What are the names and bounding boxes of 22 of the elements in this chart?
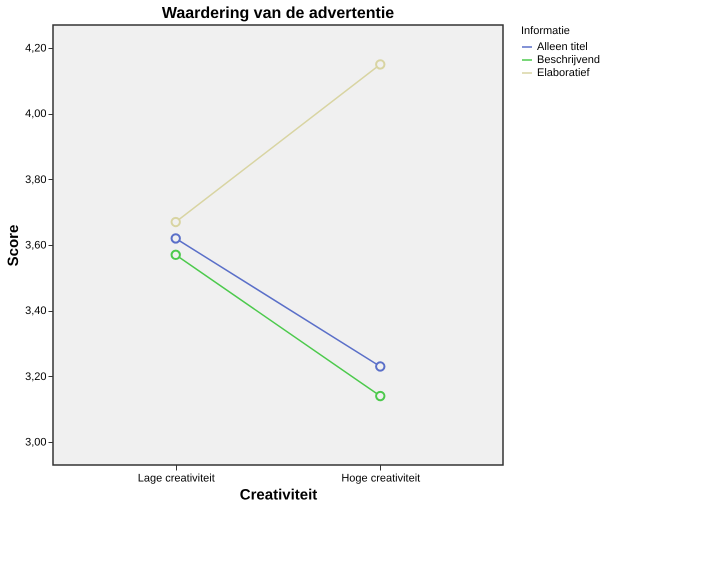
y-tick-label: 3,20 [25,370,46,383]
point [170,216,181,228]
y-tick-label: 4,20 [25,42,46,54]
legend-label: Alleen titel [537,41,588,53]
point [375,390,386,402]
point [170,250,181,260]
y-tick-label: 3,00 [25,436,46,449]
y-tick-label: 3,80 [25,174,46,186]
legend-label: Beschrijvend [537,54,600,66]
legend-title: Informatie [521,25,570,37]
x-tick-label: Hoge creativiteit [341,472,420,484]
point [170,233,181,244]
chart-title: Waardering van de advertentie [162,5,394,22]
y-tick-label: 4,00 [25,108,46,120]
legend-label: Elaboratief [537,67,591,79]
y-axis-title: Score [5,224,22,266]
x-tick-label: Lage creativiteit [138,472,215,484]
y-tick-label: 3,60 [25,240,46,252]
point [375,59,386,70]
point [375,361,386,372]
x-axis-title: Creativiteit [240,486,318,504]
y-tick-label: 3,40 [25,305,46,318]
